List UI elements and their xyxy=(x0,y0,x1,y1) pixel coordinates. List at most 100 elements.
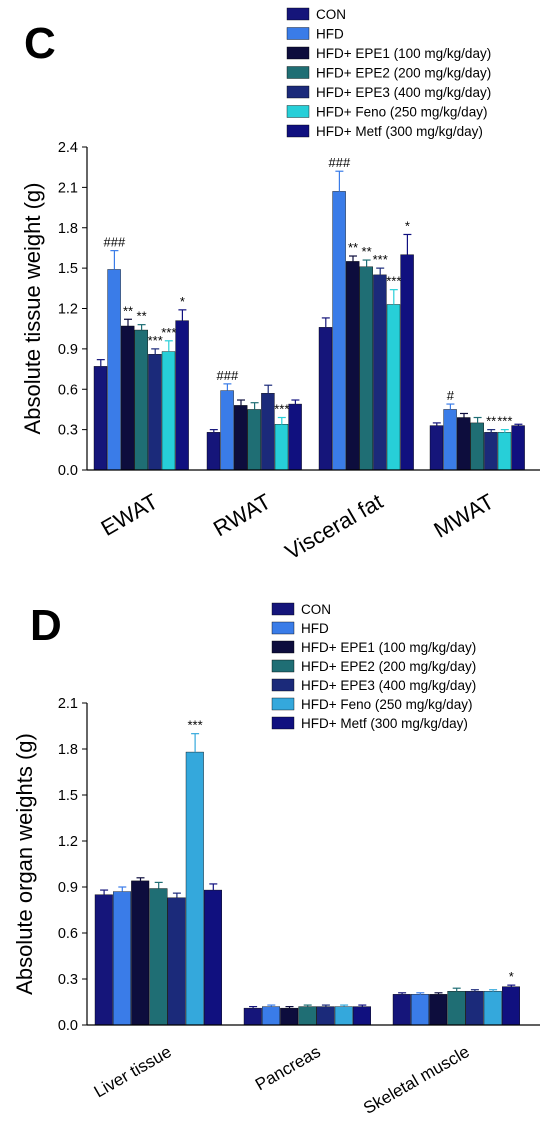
y-tick-label: 2.1 xyxy=(58,696,78,712)
bar-feno_d xyxy=(185,751,204,1026)
significance-label: ### xyxy=(217,368,239,383)
legend-label: HFD+ EPE2 (200 mg/kg/day) xyxy=(301,659,476,674)
y-tick-label: 0.0 xyxy=(58,1018,78,1034)
bar-epe2 xyxy=(134,329,149,471)
significance-label: ** xyxy=(348,240,358,255)
legend-label: CON xyxy=(316,7,346,22)
bar-epe2 xyxy=(149,888,168,1026)
y-tick-label: 1.5 xyxy=(58,788,78,804)
legend-label: HFD+ EPE1 (100 mg/kg/day) xyxy=(316,46,491,61)
bar-metf xyxy=(175,320,189,471)
y-tick-label: 1.8 xyxy=(58,221,78,237)
bar-epe2 xyxy=(359,266,373,471)
bar-hfd xyxy=(112,891,131,1026)
x-category-label: EWAT xyxy=(97,489,162,541)
significance-label: ### xyxy=(329,155,351,170)
legend-label: HFD xyxy=(301,621,329,636)
legend-swatch-metf xyxy=(271,716,295,730)
significance-label: * xyxy=(405,218,410,233)
bar-metf xyxy=(502,986,521,1026)
y-axis-title: Absolute organ weights (g) xyxy=(12,733,37,995)
legend-label: HFD+ Metf (300 mg/kg/day) xyxy=(316,124,483,139)
bar-epe3 xyxy=(167,897,186,1026)
bar-hfd xyxy=(332,191,346,471)
y-tick-label: 1.2 xyxy=(58,834,78,850)
legend-label: HFD+ Metf (300 mg/kg/day) xyxy=(301,716,468,731)
y-tick-label: 1.5 xyxy=(58,261,78,277)
bar-con xyxy=(94,894,113,1026)
y-tick-label: 0.6 xyxy=(58,382,78,398)
legend-swatch-con xyxy=(271,602,295,616)
bar-epe2 xyxy=(247,409,262,471)
bar-epe1 xyxy=(429,994,448,1026)
y-tick-label: 1.8 xyxy=(58,742,78,758)
bar-metf xyxy=(353,1006,372,1026)
y-tick-label: 0.3 xyxy=(58,972,78,988)
bar-con xyxy=(429,425,444,471)
bar-hfd xyxy=(411,994,430,1026)
significance-label: *** xyxy=(188,718,203,733)
bar-metf xyxy=(203,889,222,1026)
legend-swatch-hfd xyxy=(286,27,310,40)
bar-con xyxy=(206,432,221,471)
x-category-label: Pancreas xyxy=(252,1042,324,1094)
legend-label: HFD+ EPE3 (400 mg/kg/day) xyxy=(301,678,476,693)
significance-label: ** xyxy=(362,244,372,259)
bar-con xyxy=(318,327,333,471)
y-tick-label: 0.3 xyxy=(58,423,78,439)
bar-epe3 xyxy=(261,393,275,471)
panel-d-label: D xyxy=(30,601,62,650)
bar-epe3 xyxy=(373,274,387,471)
bar-epe3 xyxy=(148,354,162,471)
bar-feno_d xyxy=(483,991,502,1026)
significance-label: *** xyxy=(386,274,401,289)
significance-label: ** xyxy=(123,303,133,318)
bar-feno xyxy=(161,351,176,471)
significance-label: ** xyxy=(137,309,147,324)
significance-label: ### xyxy=(104,235,126,250)
x-category-label: Liver tissue xyxy=(91,1042,175,1101)
bar-epe2 xyxy=(298,1006,317,1026)
legend-swatch-feno xyxy=(286,105,310,118)
bar-metf xyxy=(400,254,414,471)
bar-feno xyxy=(497,432,512,471)
legend-label: HFD xyxy=(316,27,344,42)
significance-label: *** xyxy=(274,402,289,417)
significance-label: # xyxy=(447,388,455,403)
bar-epe2 xyxy=(447,991,466,1026)
x-category-label: MWAT xyxy=(430,489,499,543)
bar-feno xyxy=(386,304,401,471)
x-category-label: Visceral fat xyxy=(281,489,387,565)
bar-hfd xyxy=(220,390,234,471)
significance-label: *** xyxy=(373,252,388,267)
bar-metf xyxy=(288,403,302,471)
significance-label: * xyxy=(509,969,514,984)
bar-epe2 xyxy=(470,422,484,471)
bar-feno xyxy=(274,424,289,471)
significance-label: *** xyxy=(148,333,163,348)
chart-d: Absolute organ weights (g) 0.0 0.3 0.6 0.9 1.… xyxy=(12,602,540,1118)
legend-swatch-hfd xyxy=(271,621,295,635)
chart-c: Absolute tissue weight (g) 0.0 0.3 0.6 0.9 1.… xyxy=(20,7,540,565)
y-tick-label: 0.6 xyxy=(58,926,78,942)
bar-epe1 xyxy=(131,880,150,1026)
bar-hfd xyxy=(107,269,121,471)
bar-epe1 xyxy=(346,261,360,471)
significance-label: *** xyxy=(161,325,176,340)
legend-label: HFD+ Feno (250 mg/kg/day) xyxy=(301,697,472,712)
bar-epe1 xyxy=(280,1007,299,1026)
bar-feno_d xyxy=(334,1006,353,1026)
y-tick-label: 0.9 xyxy=(58,342,78,358)
legend-swatch-epe1 xyxy=(271,640,295,654)
legend-label: HFD+ EPE1 (100 mg/kg/day) xyxy=(301,640,476,655)
y-tick-label: 2.1 xyxy=(58,180,78,196)
significance-label: * xyxy=(180,294,185,309)
x-category-label: Skeletal muscle xyxy=(360,1042,473,1118)
bar-epe3 xyxy=(316,1006,335,1026)
y-axis-title: Absolute tissue weight (g) xyxy=(20,183,45,435)
legend-swatch-epe3 xyxy=(286,85,310,99)
bar-epe1 xyxy=(457,417,471,471)
bar-epe3 xyxy=(484,432,498,471)
bar-epe1 xyxy=(233,405,248,471)
